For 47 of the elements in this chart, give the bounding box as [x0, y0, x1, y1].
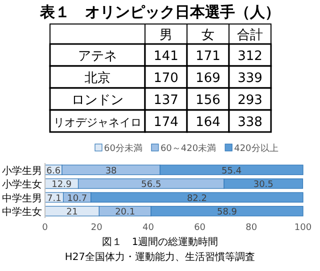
data-label: 82.2 [186, 194, 207, 204]
data-label: 12.9 [52, 180, 72, 190]
x-tick-label: 80 [246, 223, 258, 233]
data-label: 156 [196, 93, 220, 108]
data-label: 10.7 [67, 194, 88, 204]
data-label: 339 [238, 71, 262, 86]
data-label: 58.9 [216, 208, 238, 218]
y-tick-label: 小学生男 [2, 164, 42, 177]
data-label: 7.1 [46, 194, 62, 204]
data-label: 55.4 [222, 166, 242, 176]
y-tick-label: リオデジャネイロ [54, 116, 142, 129]
data-label: 170 [154, 71, 178, 86]
data-label: 169 [196, 71, 220, 86]
y-tick-label: 小学生女 [2, 178, 42, 191]
y-tick-label: アテネ [78, 49, 117, 64]
data-label: 38 [105, 166, 118, 176]
data-label: 164 [196, 115, 220, 130]
data-label: 171 [196, 49, 220, 64]
legend-label: 420分以上 [234, 143, 278, 154]
data-label: 21 [66, 208, 78, 218]
data-label: 20.1 [115, 208, 136, 218]
data-label: 6.6 [46, 166, 61, 176]
legend-label: 60分未満 [104, 143, 142, 154]
data-label: 293 [238, 93, 262, 108]
y-tick-label: ロンドン [72, 93, 124, 108]
x-tick-label: 20 [90, 223, 103, 233]
x-tick-label: 合計 [237, 28, 263, 43]
data-label: 30.5 [253, 180, 274, 190]
chart-title: 表１ オリンピック日本選手（人） [39, 3, 280, 21]
y-tick-label: 北京 [84, 71, 110, 86]
x-tick-label: 100 [294, 223, 312, 233]
text: H27全国体力・運動能力、生活習慣等調査 [64, 251, 256, 263]
y-tick-label: 中学生女 [2, 206, 42, 218]
data-label: 141 [154, 49, 178, 64]
data-label: 56.5 [141, 180, 162, 190]
y-tick-label: 中学生男 [2, 192, 42, 204]
x-tick-label: 0 [42, 223, 48, 233]
data-label: 338 [238, 115, 262, 130]
data-label: 137 [154, 93, 178, 108]
legend-label: 60～420未満 [160, 143, 216, 154]
x-tick-label: 男 [160, 28, 172, 43]
data-label: 174 [154, 115, 178, 130]
x-tick-label: 60 [194, 223, 206, 233]
text: 図１ 1週間の総運動時間 [102, 236, 218, 248]
data-label: 312 [238, 49, 262, 64]
x-tick-label: 女 [202, 28, 214, 43]
x-tick-label: 40 [142, 223, 154, 233]
